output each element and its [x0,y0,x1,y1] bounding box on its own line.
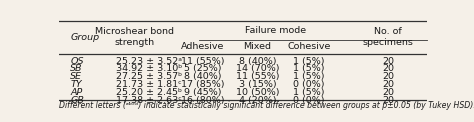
Text: 20: 20 [382,72,394,81]
Text: OS: OS [70,57,84,66]
Text: Failure mode: Failure mode [246,26,307,35]
Text: 9 (45%): 9 (45%) [184,88,221,97]
Text: 20: 20 [382,80,394,89]
Text: 11 (55%): 11 (55%) [236,72,279,81]
Text: 10 (50%): 10 (50%) [236,88,279,97]
Text: 1 (5%): 1 (5%) [293,64,325,73]
Text: Mixed: Mixed [244,42,272,51]
Text: 21.73 ± 1.81ᶜ: 21.73 ± 1.81ᶜ [116,80,182,89]
Text: Different letters (ᵃᵇᶜᵈ) indicate statistically significant difference between g: Different letters (ᵃᵇᶜᵈ) indicate statis… [59,101,474,110]
Text: Adhesive: Adhesive [181,42,224,51]
Text: GB: GB [70,96,84,105]
Text: 25.20 ± 2.45ᵇ: 25.20 ± 2.45ᵇ [116,88,182,97]
Text: 8 (40%): 8 (40%) [184,72,221,81]
Text: 1 (5%): 1 (5%) [293,72,325,81]
Text: Cohesive: Cohesive [287,42,331,51]
Text: 20: 20 [382,96,394,105]
Text: Group: Group [70,33,100,42]
Text: SB: SB [70,64,83,73]
Text: 34.92 ± 3.10ᵇ: 34.92 ± 3.10ᵇ [116,64,182,73]
Text: TY: TY [70,80,82,89]
Text: 20: 20 [382,57,394,66]
Text: 25.23 ± 3.52ᵃ: 25.23 ± 3.52ᵃ [116,57,182,66]
Text: 16 (80%): 16 (80%) [181,96,224,105]
Text: 20: 20 [382,64,394,73]
Text: No. of
specimens: No. of specimens [363,27,413,47]
Text: 27.25 ± 3.57ᵇ: 27.25 ± 3.57ᵇ [116,72,182,81]
Text: SE: SE [70,72,82,81]
Text: 0 (0%): 0 (0%) [293,80,325,89]
Text: 20: 20 [382,88,394,97]
Text: 4 (20%): 4 (20%) [239,96,276,105]
Text: 0 (0%): 0 (0%) [293,96,325,105]
Text: 5 (25%): 5 (25%) [184,64,221,73]
Text: 14 (70%): 14 (70%) [236,64,279,73]
Text: 17.38 ± 2.63ᶜ: 17.38 ± 2.63ᶜ [116,96,182,105]
Text: 8 (40%): 8 (40%) [239,57,276,66]
Text: Microshear bond
strength: Microshear bond strength [95,27,174,47]
Text: 3 (15%): 3 (15%) [239,80,276,89]
Text: 17 (85%): 17 (85%) [181,80,224,89]
Text: 11 (55%): 11 (55%) [181,57,224,66]
Text: 1 (5%): 1 (5%) [293,57,325,66]
Text: AP: AP [70,88,82,97]
Text: 1 (5%): 1 (5%) [293,88,325,97]
